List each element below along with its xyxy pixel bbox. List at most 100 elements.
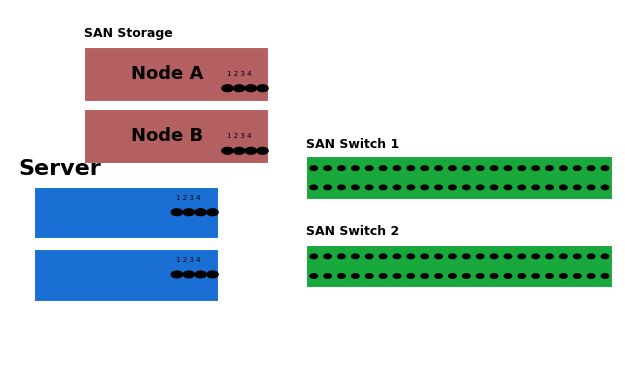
Circle shape (195, 209, 206, 216)
Circle shape (421, 274, 429, 278)
Text: SAN Switch 2: SAN Switch 2 (306, 225, 399, 238)
Circle shape (518, 166, 526, 170)
Circle shape (574, 274, 581, 278)
Circle shape (379, 274, 387, 278)
Circle shape (393, 254, 401, 259)
Circle shape (490, 274, 498, 278)
Circle shape (407, 274, 414, 278)
Circle shape (421, 185, 429, 190)
Circle shape (588, 254, 595, 259)
Circle shape (559, 166, 567, 170)
Circle shape (532, 185, 539, 190)
Circle shape (379, 166, 387, 170)
Bar (34, 249, 219, 302)
Circle shape (421, 254, 429, 259)
Circle shape (352, 166, 359, 170)
Circle shape (574, 166, 581, 170)
Circle shape (490, 254, 498, 259)
Circle shape (338, 185, 345, 190)
Circle shape (490, 166, 498, 170)
Bar (84, 47, 269, 102)
Circle shape (171, 209, 182, 216)
Text: SAN Storage: SAN Storage (84, 27, 173, 40)
Circle shape (407, 185, 414, 190)
Circle shape (462, 166, 470, 170)
Circle shape (379, 254, 387, 259)
Circle shape (449, 166, 456, 170)
Circle shape (234, 85, 245, 92)
Circle shape (171, 271, 182, 278)
Circle shape (476, 254, 484, 259)
Circle shape (546, 274, 553, 278)
Text: SAN Switch 1: SAN Switch 1 (306, 138, 399, 151)
Circle shape (222, 85, 233, 92)
Circle shape (449, 274, 456, 278)
Circle shape (559, 185, 567, 190)
Circle shape (393, 185, 401, 190)
Circle shape (245, 85, 256, 92)
Circle shape (601, 166, 609, 170)
Text: Server: Server (19, 159, 101, 179)
Circle shape (546, 166, 553, 170)
Circle shape (338, 274, 345, 278)
Circle shape (257, 85, 268, 92)
Circle shape (588, 166, 595, 170)
Circle shape (462, 185, 470, 190)
Circle shape (504, 254, 512, 259)
Circle shape (338, 254, 345, 259)
Circle shape (546, 185, 553, 190)
Circle shape (207, 209, 218, 216)
Circle shape (407, 254, 414, 259)
Circle shape (366, 254, 373, 259)
Circle shape (601, 254, 609, 259)
Circle shape (435, 166, 442, 170)
Circle shape (588, 185, 595, 190)
Circle shape (310, 166, 318, 170)
Circle shape (532, 166, 539, 170)
Circle shape (338, 166, 345, 170)
Circle shape (490, 185, 498, 190)
Circle shape (324, 166, 331, 170)
Circle shape (449, 254, 456, 259)
Circle shape (504, 185, 512, 190)
Circle shape (435, 185, 442, 190)
Circle shape (393, 274, 401, 278)
Circle shape (310, 254, 318, 259)
Circle shape (352, 185, 359, 190)
Bar (306, 245, 612, 288)
Text: Node A: Node A (131, 65, 204, 83)
Circle shape (476, 274, 484, 278)
Circle shape (310, 274, 318, 278)
Circle shape (559, 274, 567, 278)
Text: 1 2 3 4: 1 2 3 4 (227, 133, 251, 139)
Circle shape (257, 147, 268, 154)
Circle shape (504, 166, 512, 170)
Circle shape (207, 271, 218, 278)
Circle shape (245, 147, 256, 154)
Circle shape (518, 185, 526, 190)
Circle shape (183, 209, 194, 216)
Text: Node B: Node B (131, 127, 203, 146)
Circle shape (574, 185, 581, 190)
Circle shape (352, 274, 359, 278)
Circle shape (588, 274, 595, 278)
Bar (84, 109, 269, 164)
Circle shape (234, 147, 245, 154)
Circle shape (366, 185, 373, 190)
Circle shape (366, 274, 373, 278)
Bar (306, 156, 612, 200)
Circle shape (324, 185, 331, 190)
Circle shape (310, 185, 318, 190)
Circle shape (476, 185, 484, 190)
Circle shape (476, 166, 484, 170)
Circle shape (195, 271, 206, 278)
Circle shape (601, 185, 609, 190)
Circle shape (366, 166, 373, 170)
Circle shape (324, 254, 331, 259)
Text: 1 2 3 4: 1 2 3 4 (176, 257, 201, 263)
Circle shape (435, 254, 442, 259)
Bar (34, 187, 219, 239)
Circle shape (393, 166, 401, 170)
Circle shape (352, 254, 359, 259)
Circle shape (532, 254, 539, 259)
